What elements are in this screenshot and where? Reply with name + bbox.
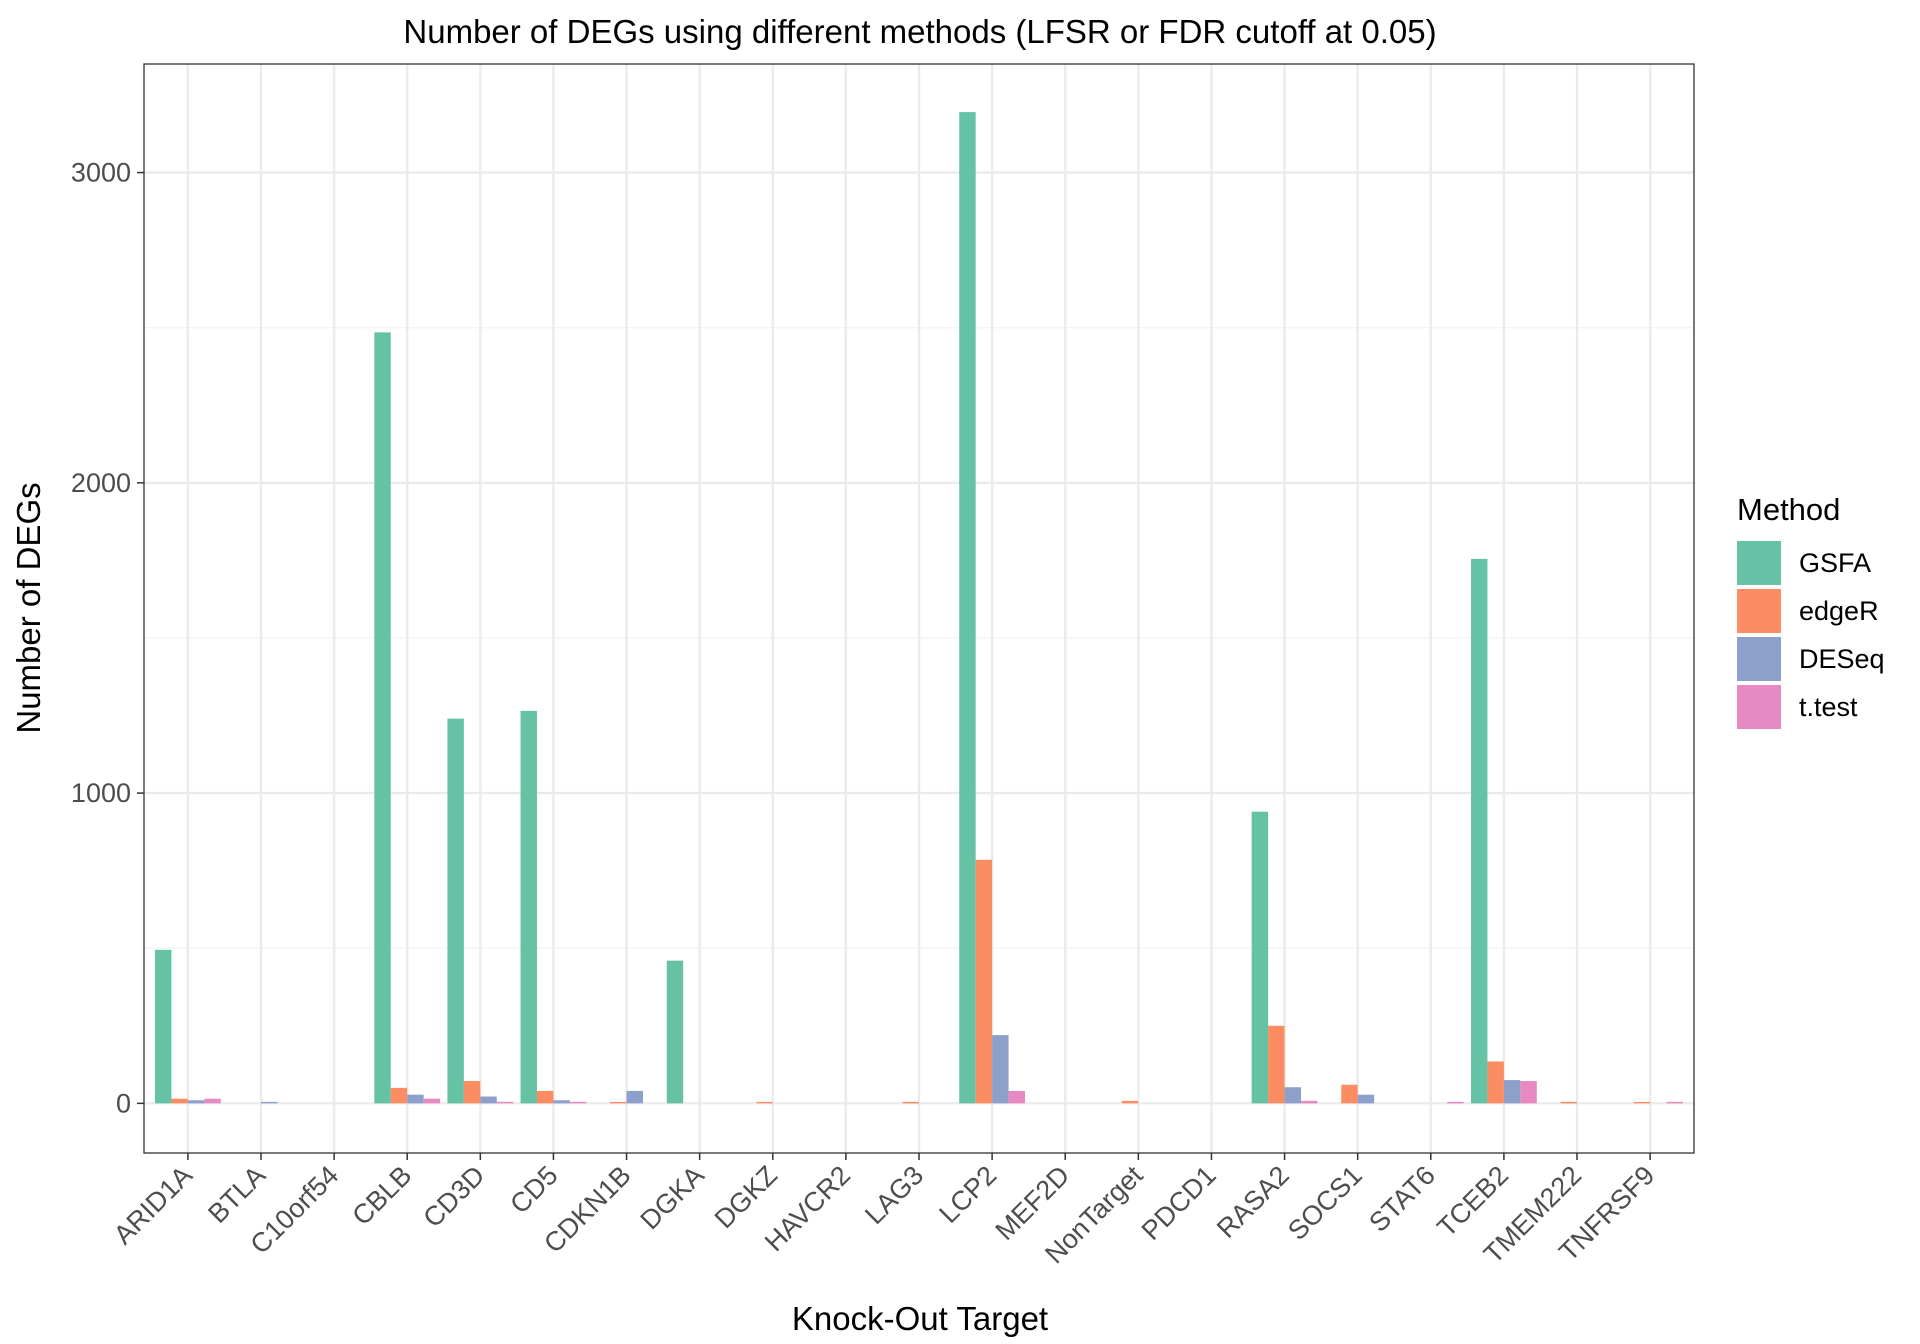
- y-tick-label: 3000: [71, 158, 131, 188]
- bar: [1633, 1101, 1651, 1104]
- bar: [260, 1101, 278, 1104]
- y-tick-label: 0: [116, 1088, 131, 1118]
- bar: [1487, 1061, 1504, 1104]
- bar: [1666, 1101, 1684, 1104]
- bar: [423, 1098, 441, 1104]
- y-tick-label: 1000: [71, 778, 131, 808]
- bar: [902, 1101, 919, 1104]
- bar: [1008, 1090, 1026, 1104]
- bars: [154, 112, 1684, 1104]
- bar: [1121, 1100, 1139, 1104]
- y-axis: 0 1000 2000 3000: [71, 158, 144, 1118]
- bar: [171, 1098, 188, 1104]
- bar: [1560, 1101, 1578, 1104]
- bar: [1341, 1084, 1358, 1104]
- legend-title: Method: [1737, 492, 1840, 527]
- legend: Method GSFA edgeR DESeq t.test: [1737, 492, 1885, 729]
- bar: [204, 1098, 221, 1104]
- bar: [374, 332, 391, 1104]
- legend-label: GSFA: [1799, 548, 1871, 578]
- bar: [520, 710, 537, 1104]
- bar: [553, 1100, 570, 1104]
- bar: [1447, 1101, 1464, 1104]
- bar: [1301, 1100, 1318, 1104]
- legend-label: t.test: [1799, 692, 1858, 722]
- y-tick-label: 2000: [71, 468, 131, 498]
- bar: [463, 1081, 481, 1104]
- legend-key: [1737, 637, 1781, 681]
- bar: [756, 1101, 773, 1104]
- bar: [569, 1101, 587, 1104]
- legend-label: edgeR: [1799, 596, 1879, 626]
- bar: [1268, 1025, 1285, 1104]
- bar: [1520, 1081, 1537, 1104]
- bar: [480, 1096, 497, 1104]
- bar: [975, 859, 993, 1104]
- chart-title: Number of DEGs using different methods (…: [403, 13, 1436, 50]
- bar: [390, 1087, 408, 1104]
- legend-key: [1737, 589, 1781, 633]
- bar: [610, 1101, 627, 1104]
- bar: [496, 1101, 514, 1104]
- bar: [626, 1090, 643, 1104]
- bar: [1471, 558, 1488, 1104]
- legend-key: [1737, 685, 1781, 729]
- bar: [666, 960, 684, 1104]
- bar: [992, 1035, 1009, 1104]
- bar: [1284, 1087, 1302, 1104]
- bar: [959, 112, 976, 1104]
- bar: [1251, 811, 1269, 1104]
- legend-label: DESeq: [1799, 644, 1885, 674]
- bar: [407, 1094, 424, 1104]
- bar: [154, 949, 172, 1104]
- bar: [536, 1090, 554, 1104]
- x-axis-title: Knock-Out Target: [792, 1300, 1048, 1337]
- bar: [447, 718, 464, 1104]
- bar: [187, 1100, 205, 1104]
- major-gridlines: [144, 64, 1694, 1153]
- legend-key: [1737, 541, 1781, 585]
- y-axis-title: Number of DEGs: [10, 482, 47, 733]
- bar: [1357, 1094, 1375, 1104]
- bar: [1503, 1080, 1521, 1104]
